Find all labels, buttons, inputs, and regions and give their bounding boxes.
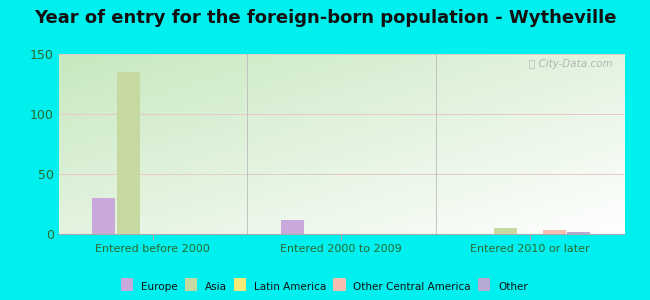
Text: ⓘ City-Data.com: ⓘ City-Data.com xyxy=(529,59,613,69)
Bar xyxy=(117,72,140,234)
Bar xyxy=(494,228,517,234)
Bar xyxy=(567,232,590,234)
Legend: Europe, Asia, Latin America, Other Central America, Other: Europe, Asia, Latin America, Other Centr… xyxy=(119,278,531,295)
Bar xyxy=(543,230,566,234)
Text: Year of entry for the foreign-born population - Wytheville: Year of entry for the foreign-born popul… xyxy=(34,9,616,27)
Bar xyxy=(281,220,304,234)
Bar xyxy=(92,198,115,234)
